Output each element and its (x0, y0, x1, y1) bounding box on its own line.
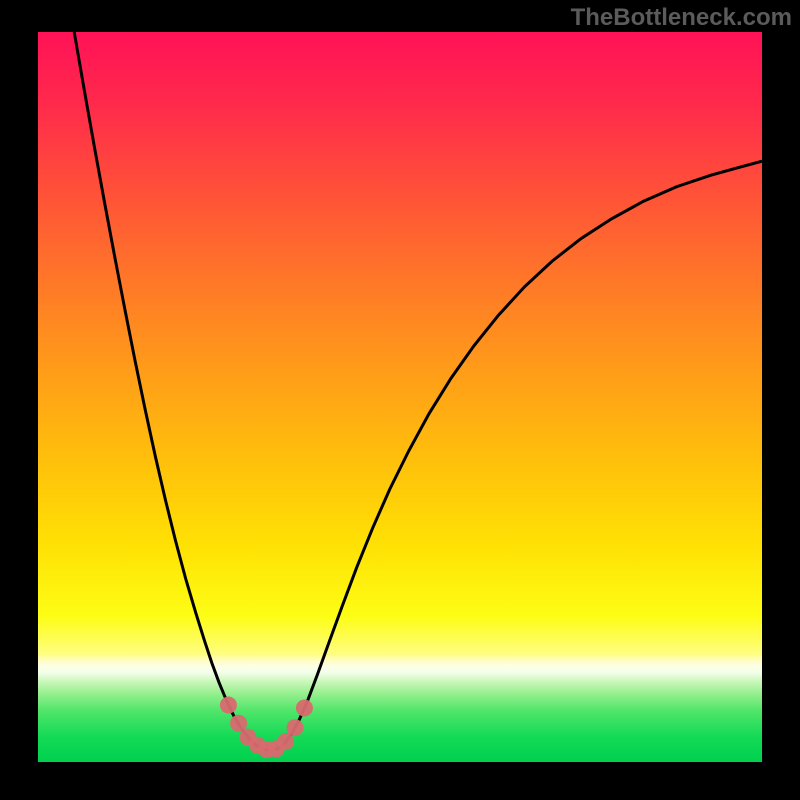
curve-markers (220, 697, 313, 759)
watermark-text: TheBottleneck.com (571, 4, 792, 32)
bottleneck-curve (74, 32, 762, 750)
curve-marker (277, 733, 294, 750)
curve-marker (268, 740, 285, 757)
chart-frame: TheBottleneck.com (0, 0, 800, 800)
curve-marker (220, 697, 237, 714)
curve-marker (287, 719, 304, 736)
curve-marker (296, 699, 313, 716)
gradient-background (38, 32, 762, 762)
curve-marker (230, 715, 247, 732)
plot-area (38, 32, 762, 762)
curve-marker (239, 729, 256, 746)
curve-layer (38, 32, 762, 762)
curve-marker (258, 741, 275, 758)
curve-marker (249, 737, 266, 754)
